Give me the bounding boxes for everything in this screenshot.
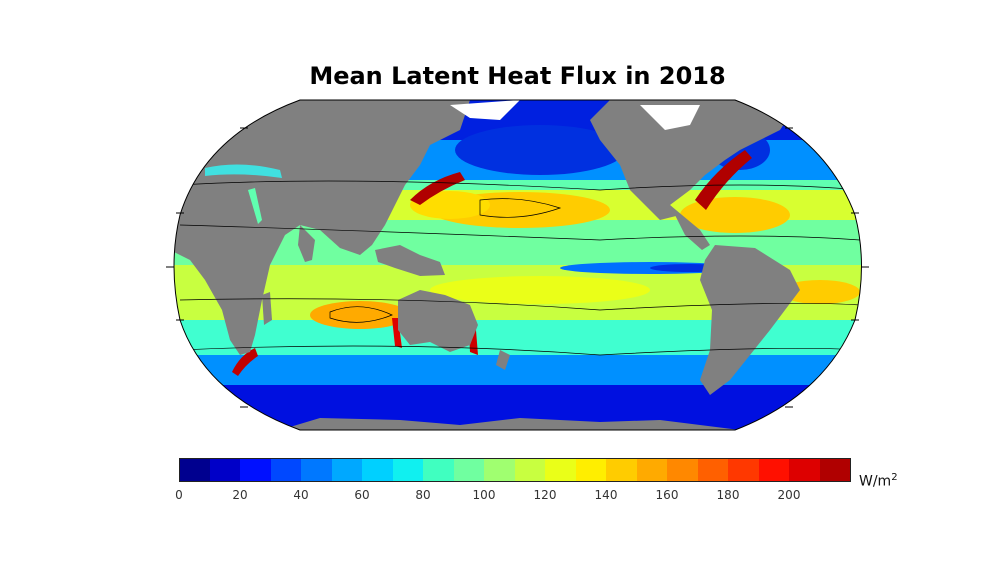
contour-lines [179,180,861,356]
south-america [700,245,800,395]
colorbar-segment [636,458,668,481]
new-zealand [496,350,510,370]
southeast-asia-islands [375,245,445,276]
central-america [670,205,710,250]
colorbar-segment [819,458,851,481]
colorbar-tick-label: 100 [472,488,496,502]
colorbar-tick-label: 140 [594,488,618,502]
globe-outline [173,99,862,431]
colorbar-segment [545,458,576,481]
colorbar-segment [270,458,302,481]
colorbar-segment [179,458,210,481]
madagascar [262,292,272,325]
gulf-stream-hotspot [695,150,752,210]
chart-title: Mean Latent Heat Flux in 2018 [309,62,726,90]
north-america [590,100,800,220]
red-sea-gap [248,188,262,224]
colorbar-segment [240,458,271,481]
colorbar-segment [789,458,820,481]
australia [398,290,478,352]
colorbar-segment [453,458,485,481]
colorbar-segment [575,458,607,481]
colorbar-tick-label: 20 [232,488,248,502]
colorbar-segment [697,458,729,481]
mediterranean [205,164,282,178]
colorbar-segment [667,458,698,481]
colorbar-segment [484,458,515,481]
colorbar-tick-label: 40 [293,488,309,502]
leeuwin-hotspot [392,318,402,348]
eurasia-africa-landmass [174,100,470,355]
colorbar-tick-label: 120 [533,488,557,502]
ocean-band-southern-ocean [174,355,862,385]
colorbar-tick-label: 0 [175,488,183,502]
agulhas-hotspot [232,348,258,376]
colorbar-segment [728,458,759,481]
colorbar-segment [392,458,424,481]
antarctica [280,418,740,430]
indian-peninsula [298,225,315,262]
colorbar-tick-label: 180 [716,488,740,502]
colorbar-segment [758,458,790,481]
south-indian-warm-patch [310,301,410,329]
colorbar-segment [331,458,363,481]
latitude-ticks [166,127,869,408]
colorbar-segment [301,458,332,481]
canadian-arctic-ice [450,100,520,120]
colorbar-units-label: W/m2 [859,472,898,490]
kuroshio-hotspot [410,172,465,205]
colorbar-segment [209,458,241,481]
colorbar-tick-label: 160 [655,488,679,502]
colorbar-tick-label: 80 [415,488,431,502]
colorbar-segment [423,458,454,481]
colorbar [179,458,851,481]
south-pacific-warm-patch [430,276,650,304]
greenland-ice [640,105,700,130]
south-atlantic-warm-patch [780,280,860,304]
colorbar-tick-label: 60 [354,488,370,502]
subpolar-north-pacific [455,125,625,175]
colorbar-segment [362,458,393,481]
colorbar-tick-label: 200 [777,488,801,502]
colorbar-segment [606,458,637,481]
colorbar-segment [514,458,546,481]
